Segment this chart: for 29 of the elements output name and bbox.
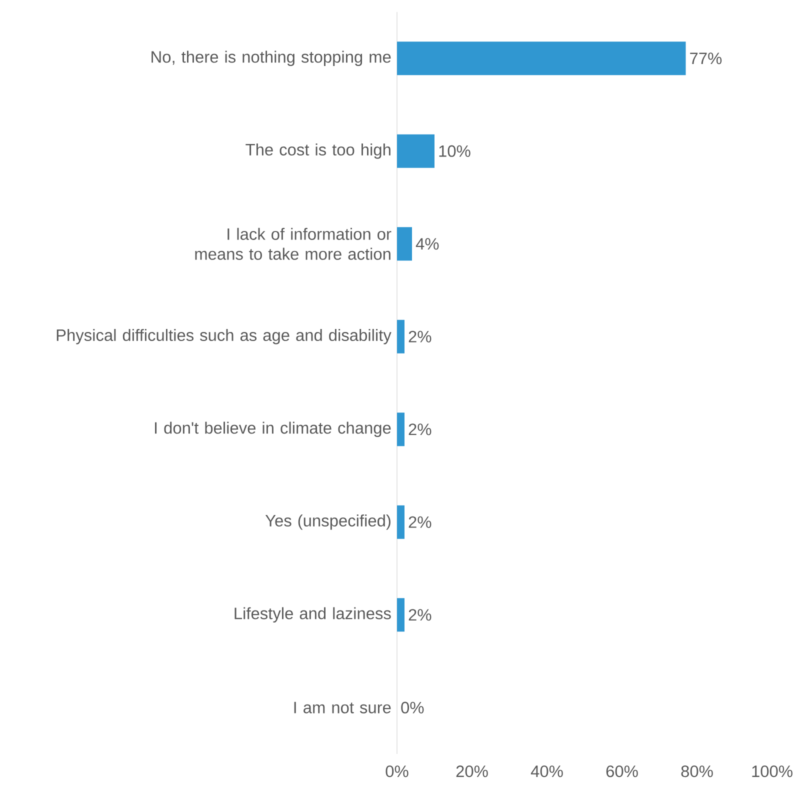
bar [397,134,435,168]
y-tick-label: Lifestyle and laziness [234,607,391,623]
bar [397,227,412,261]
data-label: 4% [416,238,439,250]
bar [397,320,405,354]
y-tick-label: No, there is nothing stopping me [152,50,391,66]
bar [397,412,405,446]
x-tick-label: 0% [386,766,408,778]
bar [397,42,686,76]
data-label: 2% [408,609,432,621]
x-tick-label: 80% [681,766,713,778]
x-tick-label: 100% [752,766,792,778]
x-tick-label: 60% [606,766,638,778]
y-tick-label: Physical difficulties such as age and disability [56,328,392,344]
y-tick-label: The cost is too high [246,143,390,159]
y-tick-label: Yes (unspecified) [265,514,390,530]
bar [397,598,405,632]
data-label: 2% [408,424,432,436]
x-tick-label: 40% [530,766,563,778]
x-tick-label: 20% [456,766,488,778]
data-label: 2% [408,330,432,342]
data-label: 10% [439,145,470,157]
y-tick-label: I don't believe in climate change [155,422,391,438]
bar [397,505,405,539]
data-label: 2% [408,516,432,528]
data-label: 0% [401,702,424,714]
y-tick-label: I lack of information or means to take more action [195,228,392,260]
y-tick-label: I am not sure [294,702,391,714]
data-label: 77% [690,52,722,64]
